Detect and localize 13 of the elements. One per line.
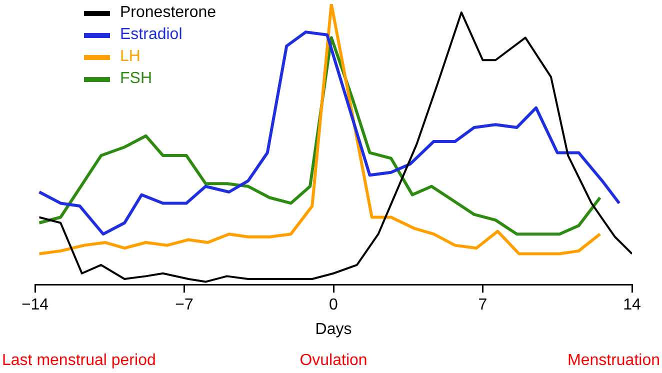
- legend-label: Estradiol: [120, 25, 182, 45]
- legend-label: FSH: [120, 69, 152, 89]
- x-tick-label: 7: [478, 296, 488, 314]
- x-tick-label: −14: [21, 296, 49, 314]
- x-tick-label: 0: [329, 296, 338, 314]
- x-tick-label: 14: [623, 296, 641, 314]
- text: Ovulation: [300, 352, 368, 369]
- x-axis-title: Days: [315, 320, 352, 338]
- legend-label: Pronesterone: [120, 3, 216, 23]
- x-tick-label: −7: [175, 296, 194, 314]
- text: Menstruation: [568, 352, 660, 369]
- text: Last menstrual period: [2, 352, 156, 369]
- legend-label: LH: [120, 47, 140, 67]
